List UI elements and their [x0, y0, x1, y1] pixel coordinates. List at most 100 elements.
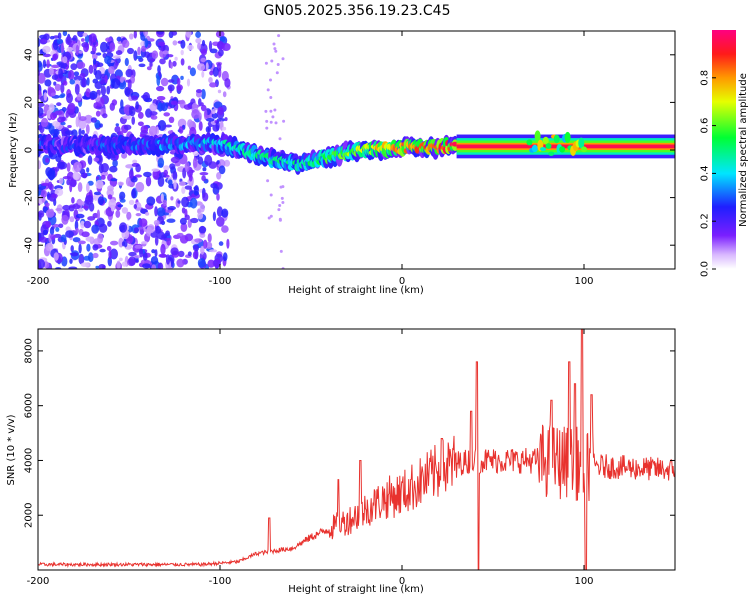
noise-blob [199, 172, 209, 176]
noise-blob [195, 31, 202, 38]
noise-blob [57, 161, 65, 169]
noise-blob [180, 49, 184, 56]
noise-blob [202, 167, 207, 172]
noise-blob [58, 62, 68, 69]
noise-blob [69, 216, 75, 223]
noise-blob [70, 63, 78, 71]
noise-blob [115, 50, 123, 56]
noise-blob [187, 44, 194, 51]
noise-blob [100, 174, 106, 180]
noise-blob [217, 106, 224, 116]
noise-blob [85, 91, 90, 96]
noise-blob [151, 264, 157, 269]
noise-blob [94, 70, 102, 80]
noise-blob [91, 45, 97, 53]
noise-blob [137, 121, 144, 127]
noise-blob [154, 235, 159, 246]
noise-blob [119, 198, 126, 203]
ridge-cell [559, 146, 566, 153]
noise-blob [52, 120, 61, 127]
noise-blob [79, 72, 86, 79]
spectrogram-y-ticks: -40 -20 0 20 40 [24, 48, 675, 253]
noise-blob [138, 63, 146, 68]
noise-blob [170, 61, 173, 69]
noise-blob [73, 71, 80, 77]
y-tick-label: 4000 [24, 448, 35, 473]
noise-blob [217, 89, 222, 94]
noise-blob [83, 220, 92, 229]
noise-blob [68, 69, 75, 81]
noise-blob [56, 102, 62, 107]
noise-blob [98, 223, 108, 233]
noise-blob [107, 194, 113, 200]
noise-blob [280, 196, 284, 200]
noise-blob [40, 189, 47, 198]
noise-blob [162, 50, 169, 55]
colorbar: 0.0 0.2 0.4 0.6 0.8 Normalized spectral ampl… [700, 30, 749, 277]
y-tick-label: 6000 [24, 393, 35, 418]
noise-blob [44, 79, 52, 87]
noise-blob [53, 252, 59, 261]
noise-blob [88, 252, 94, 263]
noise-blob [183, 104, 193, 110]
noise-blob [71, 197, 75, 204]
ridge-cell [542, 136, 549, 145]
noise-blob [115, 209, 121, 218]
noise-blob [95, 265, 99, 269]
noise-blob [198, 226, 207, 234]
noise-blob [159, 254, 168, 258]
noise-blob [151, 249, 156, 254]
noise-blob [72, 171, 81, 181]
noise-blob [270, 59, 274, 63]
noise-blob [135, 181, 145, 193]
y-tick-label: 40 [24, 48, 35, 61]
noise-blob [92, 238, 102, 245]
noise-blob [109, 102, 116, 111]
snr-background [38, 329, 675, 570]
noise-blob [133, 255, 141, 259]
spectrogram-x-label: Height of straight line (km) [288, 285, 424, 296]
noise-blob [149, 103, 158, 112]
noise-blob [216, 118, 226, 122]
noise-blob [141, 241, 148, 245]
noise-blob [58, 94, 65, 99]
noise-blob [134, 259, 139, 263]
noise-blob [119, 191, 126, 200]
noise-blob [80, 262, 90, 268]
noise-blob [147, 224, 155, 234]
noise-blob [160, 243, 166, 255]
noise-blob [134, 174, 142, 178]
noise-blob [170, 196, 174, 201]
noise-blob [269, 120, 273, 124]
noise-blob [38, 102, 45, 107]
noise-blob [82, 32, 88, 37]
noise-blob [146, 66, 152, 71]
noise-blob [205, 62, 209, 71]
noise-blob [197, 212, 204, 220]
noise-blob [186, 78, 191, 87]
noise-blob [150, 115, 158, 120]
noise-blob [199, 203, 205, 213]
noise-blob [181, 196, 190, 208]
noise-blob [57, 116, 66, 123]
noise-blob [54, 83, 61, 92]
noise-blob [139, 248, 144, 258]
noise-blob [58, 177, 64, 185]
noise-blob [99, 123, 103, 128]
noise-blob [91, 224, 100, 234]
noise-blob [65, 230, 74, 238]
noise-blob [157, 262, 164, 269]
noise-blob [136, 55, 143, 60]
noise-blob [78, 243, 82, 254]
noise-blob [272, 42, 276, 46]
noise-blob [41, 197, 46, 203]
noise-blob [172, 170, 178, 181]
noise-blob [212, 66, 219, 77]
noise-blob [218, 165, 226, 175]
noise-blob [150, 256, 159, 265]
noise-blob [124, 57, 129, 67]
noise-blob [157, 120, 167, 131]
noise-blob [42, 45, 51, 54]
noise-blob [197, 258, 206, 268]
